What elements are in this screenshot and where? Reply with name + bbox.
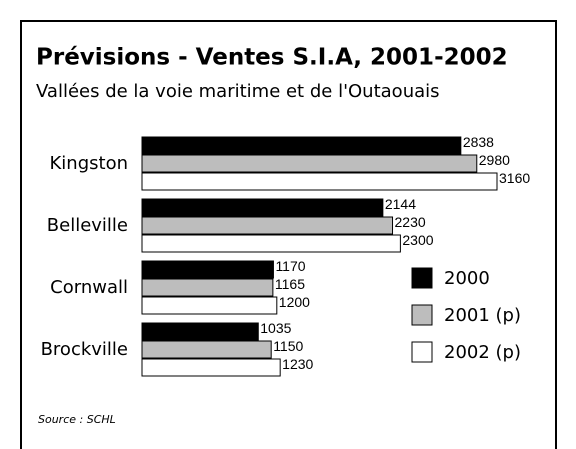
value-label: 2300 <box>402 232 433 248</box>
bar <box>141 322 259 341</box>
legend-label: 2002 (p) <box>444 342 521 363</box>
legend-swatch <box>411 341 433 363</box>
legend-swatch <box>411 267 433 289</box>
value-label: 1035 <box>260 320 291 336</box>
bar <box>141 358 281 377</box>
bar <box>141 154 478 173</box>
value-label: 3160 <box>499 170 530 186</box>
legend-swatch <box>411 304 433 326</box>
chart-title: Prévisions - Ventes S.I.A, 2001-2002 <box>36 45 508 71</box>
value-label: 1150 <box>273 338 303 354</box>
value-label: 2838 <box>463 134 494 150</box>
value-label: 1230 <box>282 356 313 372</box>
source: Source : SCHL <box>38 413 116 426</box>
category-label: Cornwall <box>50 277 128 298</box>
category-label: Kingston <box>50 153 129 174</box>
bar <box>141 296 278 315</box>
value-label: 2980 <box>479 152 510 168</box>
category-label: Brockville <box>41 339 128 360</box>
value-label: 1165 <box>275 276 305 292</box>
value-label: 1200 <box>279 294 310 310</box>
legend-label: 2000 <box>444 268 490 289</box>
chart-subtitle: Vallées de la voie maritime et de l'Outa… <box>36 81 440 102</box>
value-label: 2144 <box>385 196 416 212</box>
bar <box>141 260 274 279</box>
legend-label: 2001 (p) <box>444 305 521 326</box>
value-label: 1170 <box>275 258 305 274</box>
bar <box>141 340 272 359</box>
category-label: Belleville <box>47 215 128 236</box>
bar <box>141 172 498 191</box>
bar <box>141 278 274 297</box>
bar <box>141 216 394 235</box>
bar <box>141 234 401 253</box>
bar <box>141 136 462 155</box>
value-label: 2230 <box>395 214 426 230</box>
bar <box>141 198 384 217</box>
frame <box>20 20 557 449</box>
